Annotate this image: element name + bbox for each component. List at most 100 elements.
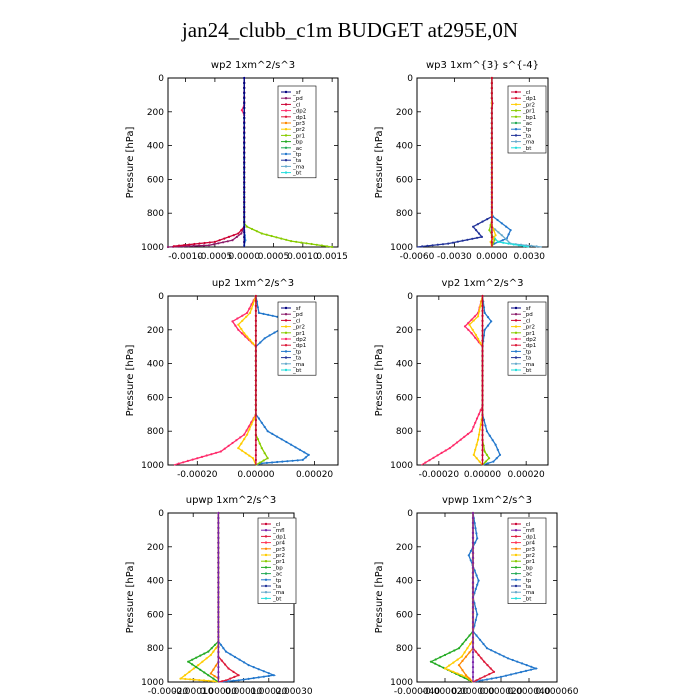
data-point <box>217 611 220 614</box>
data-point <box>191 658 194 661</box>
data-point <box>301 458 304 461</box>
data-point <box>217 666 220 669</box>
legend-label: _pr1 <box>292 133 305 139</box>
data-point <box>205 454 208 457</box>
data-point <box>199 668 202 671</box>
data-point <box>233 655 237 659</box>
legend-label: _tp <box>522 578 532 584</box>
data-point <box>237 674 240 677</box>
legend-marker <box>514 350 518 353</box>
legend-marker <box>264 535 268 538</box>
data-point <box>478 310 481 313</box>
data-point <box>520 662 524 665</box>
data-point <box>471 531 475 535</box>
legend-marker <box>284 171 288 174</box>
data-point <box>485 678 489 681</box>
data-point <box>237 679 240 682</box>
data-point <box>471 646 475 649</box>
data-point <box>471 666 475 669</box>
data-point <box>254 309 257 312</box>
data-point <box>243 151 246 154</box>
data-point <box>172 245 175 248</box>
data-point <box>476 537 479 540</box>
data-point <box>421 245 424 248</box>
legend-label: _pr2 <box>522 325 535 331</box>
data-point <box>260 462 263 465</box>
data-point <box>498 653 501 656</box>
legend-marker <box>264 578 268 581</box>
data-point <box>254 429 257 432</box>
data-point <box>275 236 278 239</box>
data-point <box>490 117 493 120</box>
data-point <box>474 527 477 530</box>
legend-marker <box>284 313 288 316</box>
legend-marker <box>284 350 288 353</box>
data-point <box>424 461 427 464</box>
data-point <box>331 245 334 249</box>
data-point <box>486 664 489 667</box>
data-point <box>250 307 253 310</box>
y-tick-label: 200 <box>147 543 164 553</box>
data-point <box>490 196 493 199</box>
data-point <box>221 680 224 683</box>
legend-label: _pr2 <box>522 102 535 108</box>
data-point <box>227 444 230 447</box>
data-point <box>222 241 225 244</box>
data-point <box>485 430 488 433</box>
data-point <box>481 394 484 397</box>
data-point <box>217 556 220 559</box>
data-point <box>205 657 208 660</box>
legend-label: _ma <box>522 140 534 146</box>
legend-label: _cl <box>272 522 281 528</box>
data-point <box>248 307 251 310</box>
y-tick-label: 800 <box>396 427 413 437</box>
data-point <box>481 299 484 303</box>
data-point <box>481 439 484 442</box>
data-point <box>494 651 497 654</box>
data-point <box>191 663 194 666</box>
series-line-pr2 <box>443 513 474 683</box>
legend-label: _pr2 <box>292 127 305 133</box>
data-point <box>472 453 475 456</box>
y-tick-label: 800 <box>147 644 164 654</box>
data-point <box>232 679 235 682</box>
legend-marker <box>514 331 518 334</box>
data-point <box>315 243 318 246</box>
data-point <box>241 319 244 322</box>
data-point <box>492 460 495 463</box>
data-point <box>428 459 431 462</box>
panel-4: vp2 1xm^2/s^3 Pressure [hPa] 0 200 400 600 800… <box>374 278 549 480</box>
data-point <box>304 456 307 459</box>
data-point <box>490 82 493 85</box>
data-point <box>281 460 284 463</box>
data-point <box>262 670 265 673</box>
legend-marker <box>284 337 288 341</box>
legend-marker <box>514 541 518 544</box>
data-point <box>286 460 289 463</box>
data-point <box>475 443 478 446</box>
legend-marker <box>514 109 518 112</box>
data-point <box>224 650 228 653</box>
legend-label: _bt <box>292 368 302 374</box>
data-point <box>257 668 260 671</box>
legend-marker <box>284 146 288 149</box>
legend-label: _pr2 <box>522 553 535 559</box>
data-point <box>217 626 220 629</box>
data-point <box>483 660 486 663</box>
data-point <box>266 457 269 460</box>
data-point <box>475 532 478 535</box>
data-point <box>471 661 475 664</box>
data-point <box>530 665 533 668</box>
data-point <box>488 673 491 676</box>
data-point <box>254 379 257 382</box>
data-point <box>481 334 484 337</box>
data-point <box>254 404 257 407</box>
legend-marker <box>514 560 518 563</box>
data-point <box>243 116 246 119</box>
data-point <box>212 677 215 680</box>
data-point <box>477 653 480 657</box>
data-point <box>475 634 478 637</box>
data-point <box>202 244 205 247</box>
data-point <box>247 664 250 667</box>
data-point <box>243 206 246 209</box>
